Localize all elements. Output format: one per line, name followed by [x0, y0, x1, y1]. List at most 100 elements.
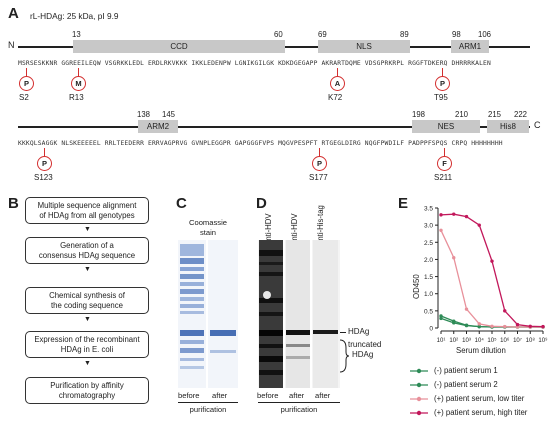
data-point: [452, 212, 456, 216]
data-point: [503, 324, 507, 329]
marker-stem: [44, 148, 45, 157]
purification-label: purification: [189, 405, 227, 414]
marker-label-r13: R13: [69, 93, 84, 102]
y-tick-label: 1.0: [424, 291, 433, 298]
data-point: [490, 259, 494, 263]
lane-label-after: after: [212, 391, 228, 400]
data-point: [528, 324, 532, 328]
marker-stem: [78, 68, 79, 77]
n-terminus-label: N: [8, 40, 15, 50]
chart-x-axis-label: Serum dilution: [456, 346, 506, 355]
data-point: [439, 213, 443, 217]
x-tick-label: 10⁴: [475, 337, 485, 344]
chart-series: [439, 212, 545, 329]
hdag-band-tick: [340, 332, 346, 333]
data-point: [541, 324, 545, 329]
flow-step-5: Purification by affinity chromatography: [25, 377, 149, 404]
blot-lane-label-1: before: [257, 391, 279, 400]
down-arrow-icon: ▼: [84, 226, 91, 233]
flow-step-3-text: Chemical synthesis of the coding sequenc…: [49, 290, 125, 310]
marker-stem: [319, 148, 320, 157]
marker-stem: [444, 148, 445, 157]
data-point: [477, 324, 481, 329]
domain-nls: NLS: [318, 40, 410, 53]
gel-lane-before: [180, 244, 204, 369]
blot-purification-label: purification: [280, 405, 318, 414]
domain-nes-end: 210: [455, 110, 469, 119]
domain-his8: His8: [487, 120, 529, 133]
flow-step-4-text: Expression of the recombinant HDAg in E.…: [34, 334, 140, 354]
marker-stem: [26, 68, 27, 77]
marker-label-k72: K72: [328, 93, 343, 102]
blot-lane-label-3: after: [315, 391, 331, 400]
data-point: [477, 322, 481, 326]
x-tick-label: 10⁹: [538, 337, 548, 344]
data-point: [464, 307, 469, 311]
down-arrow-icon: ▼: [84, 266, 91, 273]
flow-step-1: Multiple sequence alignment of HDAg from…: [25, 197, 149, 224]
domain-nes-start: 198: [412, 110, 426, 119]
legend-label: (+) patient serum, low titer: [434, 394, 525, 403]
panel-d-letter: D: [256, 195, 267, 212]
sequence-row-2: KKKQLSAGGK NLSKEEEEEL RRLTEEDERR ERRVAGP…: [18, 140, 503, 147]
western-blot: [258, 240, 340, 388]
domain-his8-end: 222: [514, 110, 528, 119]
c-terminus-label: C: [534, 120, 541, 130]
down-arrow-icon: ▼: [84, 360, 91, 367]
legend-swatch-icon: [410, 368, 428, 374]
legend-label: (-) patient serum 1: [434, 366, 498, 375]
phospho-marker-icon: P: [312, 156, 327, 171]
domain-nls-start: 69: [318, 30, 327, 39]
x-tick-label: 10⁷: [513, 337, 522, 344]
y-tick-label: 1.5: [424, 274, 433, 281]
data-point: [439, 316, 443, 321]
marker-label-s123: S123: [34, 173, 53, 182]
coomassie-title-2: stain: [199, 228, 217, 237]
domain-arm1-end: 106: [478, 30, 492, 39]
hdag-band-label: HDAg: [348, 327, 370, 336]
marker-label-s2: S2: [19, 93, 29, 102]
farnesyl-marker-icon: F: [437, 156, 452, 171]
legend-swatch-icon: [410, 382, 428, 388]
domain-his8-start: 215: [488, 110, 502, 119]
lane-label-before: before: [178, 391, 200, 400]
domain-ccd: CCD: [73, 40, 285, 53]
truncated-label-1: truncated: [348, 340, 382, 349]
marker-label-s177: S177: [309, 173, 328, 182]
acetyl-marker-icon: A: [330, 76, 345, 91]
flow-step-4: Expression of the recombinant HDAg in E.…: [25, 331, 149, 358]
y-tick-label: 0.5: [424, 308, 433, 315]
panel-c-letter: C: [176, 195, 187, 212]
data-point: [439, 314, 443, 318]
data-point: [503, 309, 507, 313]
legend-label: (-) patient serum 2: [434, 380, 498, 389]
data-point: [515, 322, 520, 327]
panel-e-letter: E: [398, 195, 409, 212]
data-point: [452, 321, 456, 325]
y-tick-label: 3.0: [424, 223, 433, 230]
panel-a-letter: A: [8, 5, 19, 22]
data-point: [464, 214, 469, 219]
protein-backbone-2: [18, 126, 530, 128]
x-tick-label: 10⁶: [500, 337, 510, 344]
protein-header: rL-HDAg: 25 kDa, pI 9.9: [30, 11, 119, 21]
legend-label: (+) patient serum, high titer: [434, 408, 528, 417]
blot-lane-1: [259, 240, 283, 388]
x-tick-label: 10³: [462, 338, 471, 344]
methyl-marker-icon: M: [71, 76, 86, 91]
flow-step-1-text: Multiple sequence alignment of HDAg from…: [37, 200, 137, 220]
blot-lane-2: [286, 240, 310, 388]
coomassie-gel: [178, 240, 238, 388]
x-tick-label: 10²: [449, 338, 458, 344]
coomassie-title-1: Coomassie: [189, 218, 227, 227]
x-tick-label: 10⁵: [487, 337, 497, 344]
domain-arm1-start: 98: [452, 30, 461, 39]
data-point: [452, 256, 456, 260]
domain-nes: NES: [412, 120, 480, 133]
purification-bracket: [178, 402, 238, 403]
domain-arm2-end: 145: [162, 110, 176, 119]
panel-b-letter: B: [8, 195, 19, 212]
data-point: [464, 323, 469, 328]
legend-swatch-icon: [410, 410, 428, 416]
data-point: [439, 228, 443, 232]
